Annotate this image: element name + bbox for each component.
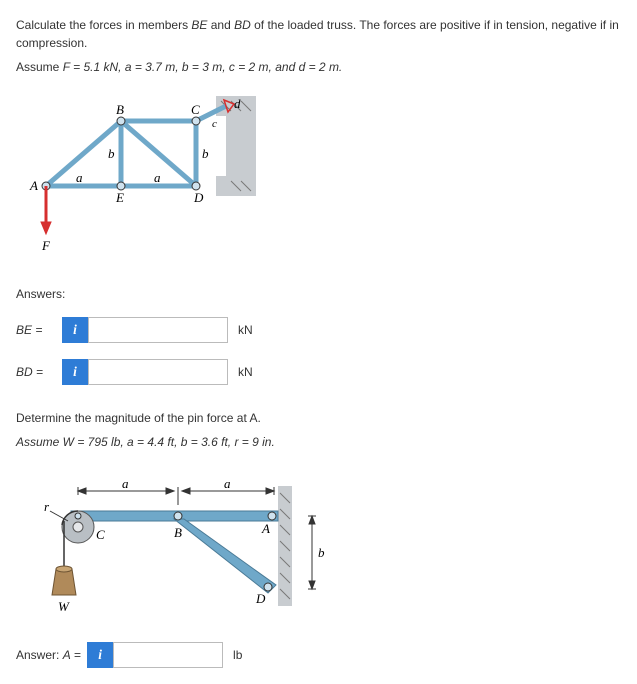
answer-row-be: BE = i kN (16, 317, 621, 343)
label-b2: b (202, 146, 209, 161)
final-answer-row: Answer: A = i lb (16, 642, 621, 668)
info-button-a[interactable]: i (87, 642, 113, 668)
label-a1: a (76, 170, 83, 185)
p1-vals: F = 5.1 kN, a = 3.7 m, b = 3 m, c = 2 m,… (63, 60, 343, 74)
label-E: E (115, 190, 124, 205)
label-B2: B (174, 525, 182, 540)
label-D: D (193, 190, 204, 205)
label-r: r (44, 499, 50, 514)
final-label-text: Answer: A = (16, 648, 81, 662)
bd-input[interactable] (88, 359, 228, 385)
label-D2: D (255, 591, 266, 606)
a-unit: lb (233, 648, 242, 662)
pins (75, 512, 276, 591)
label-W: W (58, 599, 70, 614)
info-button-bd[interactable]: i (62, 359, 88, 385)
bd-unit: kN (238, 365, 253, 379)
p2-assume-text: Assume W = 795 lb, a = 4.4 ft, b = 3.6 f… (16, 435, 275, 449)
be-input[interactable] (88, 317, 228, 343)
final-label: Answer: A = (16, 648, 81, 662)
bd-label: BD = (16, 365, 62, 379)
wall-right (278, 486, 292, 606)
dim-b (308, 516, 316, 589)
dim-a (78, 487, 274, 505)
label-a2: a (224, 476, 231, 491)
info-button-be[interactable]: i (62, 317, 88, 343)
be-label: BE = (16, 323, 62, 337)
label-F: F (41, 238, 51, 253)
label-a2: a (154, 170, 161, 185)
label-A: A (29, 178, 38, 193)
p1-assume-prefix: Assume (16, 60, 63, 74)
weight-block (52, 566, 76, 595)
label-a1: a (122, 476, 129, 491)
problem2: Determine the magnitude of the pin force… (16, 409, 621, 668)
label-B: B (116, 102, 124, 117)
be-unit: kN (238, 323, 253, 337)
label-c: c (212, 118, 217, 130)
p1-m2: BD (234, 18, 251, 32)
p2-line1: Determine the magnitude of the pin force… (16, 409, 621, 427)
truss-diagram: B C A E D F a a b b c d (16, 86, 621, 269)
label-A2: A (261, 521, 270, 536)
problem1-text: Calculate the forces in members BE and B… (16, 16, 621, 52)
label-d: d (234, 96, 241, 111)
label-C: C (191, 102, 200, 117)
a-input[interactable] (113, 642, 223, 668)
label-C2: C (96, 527, 105, 542)
p2-assume: Assume W = 795 lb, a = 4.4 ft, b = 3.6 f… (16, 433, 621, 451)
brace (174, 519, 276, 593)
p1-prefix: Calculate the forces in members (16, 18, 191, 32)
problem1-assume: Assume F = 5.1 kN, a = 3.7 m, b = 3 m, c… (16, 58, 621, 76)
frame-diagram: r a a C B A D W b (16, 461, 621, 624)
force-arrow (41, 186, 51, 234)
answers-heading: Answers: (16, 287, 621, 301)
answer-row-bd: BD = i kN (16, 359, 621, 385)
wall-support (216, 96, 256, 196)
p1-m1: BE (191, 18, 207, 32)
label-b2: b (318, 545, 325, 560)
p1-mid1: and (207, 18, 234, 32)
label-b1: b (108, 146, 115, 161)
